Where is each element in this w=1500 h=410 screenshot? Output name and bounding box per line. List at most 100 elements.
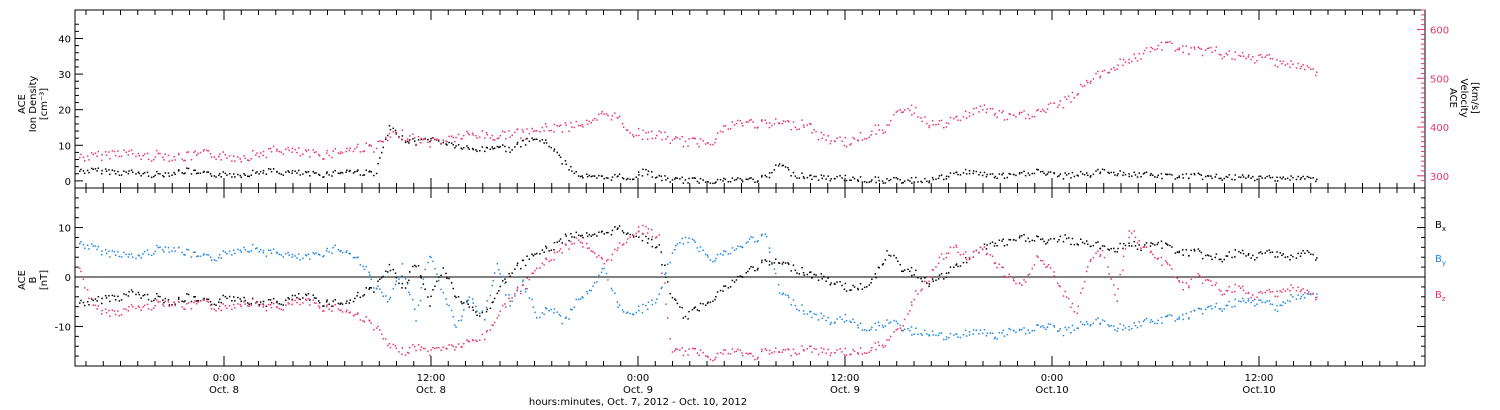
- bx-point: [983, 243, 986, 245]
- bx-point: [137, 291, 140, 294]
- density-point: [985, 175, 988, 178]
- by-point: [419, 299, 422, 302]
- density-point: [1134, 174, 1137, 176]
- velocity-point: [590, 122, 592, 124]
- bx-point: [485, 310, 488, 313]
- bx-point: [1154, 244, 1156, 246]
- density-point: [325, 172, 328, 175]
- velocity-point: [764, 119, 766, 121]
- bx-point: [370, 287, 372, 289]
- density-point: [1103, 169, 1106, 171]
- bx-point: [422, 283, 425, 285]
- velocity-point: [775, 118, 777, 120]
- velocity-point: [637, 128, 640, 130]
- bz-point: [792, 348, 795, 351]
- bz-point: [440, 349, 442, 351]
- bz-point: [1214, 284, 1216, 286]
- bx-point: [302, 297, 304, 299]
- bz-point: [369, 320, 371, 322]
- by-point: [302, 257, 304, 260]
- density-point: [1214, 176, 1216, 178]
- velocity-point: [909, 109, 911, 112]
- velocity-point: [186, 151, 188, 154]
- velocity-point: [125, 151, 127, 153]
- velocity-point: [915, 106, 917, 109]
- bx-point: [1140, 249, 1142, 252]
- bx-point: [635, 235, 637, 238]
- velocity-point: [654, 137, 657, 139]
- bx-point: [915, 269, 917, 272]
- by-point: [291, 253, 294, 256]
- by-point: [646, 308, 649, 311]
- by-point: [1040, 326, 1042, 328]
- by-point: [203, 253, 205, 255]
- velocity-point: [178, 152, 180, 155]
- by-point: [97, 245, 100, 248]
- density-point: [430, 137, 432, 140]
- by-point: [288, 254, 290, 256]
- bz-point: [240, 305, 242, 307]
- velocity-point: [687, 145, 689, 147]
- velocity-point: [1220, 54, 1222, 56]
- by-point: [935, 334, 937, 337]
- density-point: [539, 140, 541, 142]
- by-point: [723, 250, 725, 252]
- bz-point: [682, 354, 685, 357]
- velocity-point: [475, 134, 477, 137]
- by-point: [745, 242, 747, 244]
- density-point: [541, 139, 544, 141]
- density-point: [1122, 171, 1125, 174]
- density-point: [276, 170, 278, 173]
- by-point: [1247, 300, 1250, 302]
- by-point: [325, 250, 328, 252]
- by-point: [586, 290, 588, 293]
- bz-point: [1116, 300, 1118, 303]
- bx-point: [1047, 239, 1050, 241]
- density-point: [1108, 172, 1110, 174]
- by-point: [627, 311, 629, 313]
- velocity-point: [137, 152, 140, 155]
- bx-point: [419, 275, 422, 277]
- bx-point: [875, 276, 877, 279]
- bz-point: [825, 352, 827, 354]
- bz-point: [813, 347, 815, 350]
- velocity-point: [1228, 50, 1230, 52]
- density-point: [231, 176, 233, 178]
- bz-point: [305, 299, 308, 301]
- bx-point: [1070, 243, 1072, 246]
- bx-point: [1201, 257, 1204, 260]
- density-point: [1256, 178, 1258, 181]
- density-point: [768, 176, 771, 179]
- by-point: [270, 252, 273, 254]
- bx-point: [570, 233, 572, 235]
- bz-point: [590, 250, 592, 252]
- bz-point: [1308, 291, 1310, 293]
- density-point: [877, 176, 880, 179]
- density-point: [1154, 176, 1156, 178]
- bx-point: [687, 318, 689, 320]
- density-point: [304, 170, 307, 173]
- bottom-left-tick-label: 10: [58, 224, 71, 235]
- bz-point: [1138, 239, 1140, 242]
- bz-point: [845, 354, 848, 356]
- density-point: [836, 175, 838, 178]
- velocity-point: [278, 150, 280, 153]
- bz-point: [1266, 289, 1268, 292]
- bz-point: [1208, 279, 1210, 282]
- bz-point: [262, 304, 265, 306]
- velocity-point: [489, 137, 492, 139]
- bz-point: [750, 352, 752, 355]
- bx-point: [1176, 251, 1179, 253]
- density-point: [605, 177, 608, 179]
- velocity-point: [748, 119, 751, 122]
- velocity-point: [406, 138, 409, 140]
- velocity-point: [312, 149, 314, 151]
- velocity-point: [671, 139, 674, 141]
- bx-point: [723, 285, 725, 287]
- by-point: [262, 249, 265, 252]
- bx-point: [910, 266, 913, 269]
- bx-point: [240, 300, 242, 302]
- by-point: [1018, 329, 1021, 332]
- by-point: [339, 250, 341, 252]
- velocity-point: [193, 151, 195, 154]
